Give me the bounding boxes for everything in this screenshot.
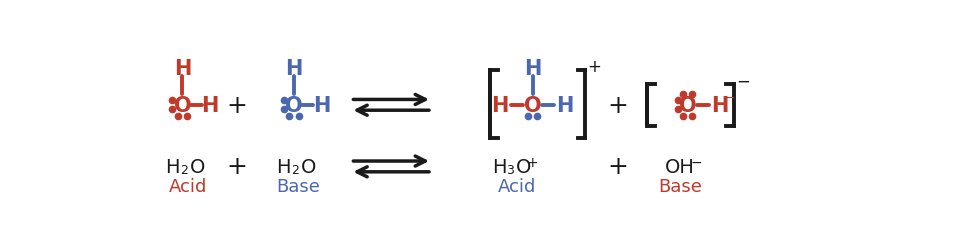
Text: H: H (557, 96, 574, 115)
Text: Base: Base (658, 177, 702, 195)
Text: 2: 2 (180, 163, 188, 176)
Text: H: H (174, 59, 191, 79)
Text: O: O (679, 96, 696, 115)
Text: −: − (736, 73, 751, 90)
Text: O: O (174, 96, 191, 115)
Text: H: H (491, 96, 509, 115)
Text: Base: Base (277, 177, 321, 195)
Text: −: − (690, 155, 702, 169)
Text: +: + (588, 58, 602, 76)
Text: +: + (526, 155, 538, 169)
Text: −: − (725, 92, 735, 105)
Text: H: H (276, 157, 291, 176)
Text: O: O (517, 157, 531, 176)
Text: OH: OH (665, 157, 695, 176)
Text: O: O (301, 157, 316, 176)
Text: +: + (607, 155, 628, 179)
Text: +: + (226, 155, 247, 179)
Text: Acid: Acid (498, 177, 536, 195)
Text: H: H (313, 96, 331, 115)
Text: H: H (712, 96, 729, 115)
Text: +: + (226, 93, 247, 117)
Text: H: H (166, 157, 180, 176)
Text: Acid: Acid (169, 177, 207, 195)
Text: 2: 2 (291, 163, 298, 176)
Text: H: H (286, 59, 302, 79)
Text: O: O (285, 96, 302, 115)
Text: 3: 3 (506, 163, 514, 176)
Text: H: H (524, 59, 541, 79)
Text: H: H (202, 96, 219, 115)
Text: H: H (491, 157, 506, 176)
Text: +: + (607, 93, 628, 117)
Text: O: O (190, 157, 206, 176)
Text: O: O (524, 96, 541, 115)
